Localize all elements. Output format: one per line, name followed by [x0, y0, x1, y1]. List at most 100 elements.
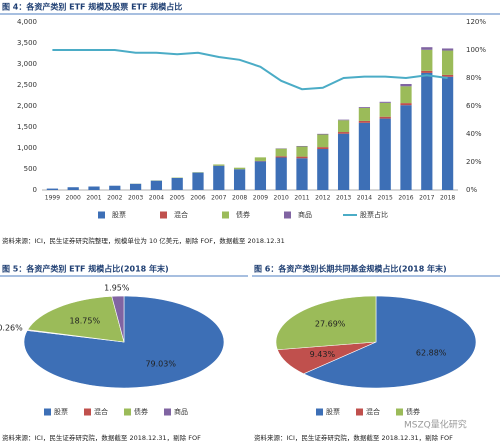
legend-label: 商品: [298, 210, 312, 219]
x-tick-label: 2012: [315, 195, 330, 202]
figure-title: 图 6：各资产类别长期共同基金规模占比(2018 年末): [254, 264, 447, 274]
source-note: 资料来源：ICI，民生证券研究院整理，规模单位为 10 亿美元，剔除 FOF，数…: [2, 236, 285, 245]
x-tick-label: 2000: [66, 195, 81, 202]
legend-label: 股票: [326, 408, 340, 416]
legend-label: 债券: [236, 210, 250, 219]
data-label: 62.88%: [416, 348, 447, 357]
x-tick-label: 2008: [232, 195, 247, 202]
y2-tick-label: 100%: [466, 46, 486, 54]
bar-segment: [379, 101, 391, 103]
bar-segment: [317, 149, 329, 190]
bar-segment: [192, 172, 204, 190]
bar-segment: [400, 103, 412, 106]
data-label: 18.75%: [70, 317, 101, 326]
x-tick-label: 2009: [253, 195, 268, 202]
bar-segment: [441, 50, 454, 75]
bar-segment: [441, 76, 454, 190]
y2-tick-label: 0%: [466, 186, 477, 194]
bar-segment: [441, 74, 454, 77]
legend-swatch: [84, 408, 91, 416]
x-tick-label: 2001: [86, 195, 101, 202]
bar-segment: [213, 165, 225, 190]
bar-segment: [441, 48, 454, 51]
bar-segment: [358, 122, 371, 190]
bar-segment: [421, 70, 433, 73]
line-series: [52, 49, 448, 91]
y-tick-label: 4,000: [17, 18, 37, 26]
bar-segment: [337, 119, 350, 121]
x-tick-label: 2007: [211, 195, 226, 202]
data-label: 27.69%: [315, 320, 346, 329]
x-tick-label: 2018: [440, 195, 455, 202]
bar-segment: [317, 147, 329, 150]
y-tick-label: 0: [33, 186, 37, 194]
pie-slice: [111, 295, 125, 343]
bar-segment: [400, 83, 412, 87]
bar-segment: [296, 145, 308, 147]
bar-segment: [275, 148, 287, 157]
bar-segment: [400, 105, 412, 190]
legend-swatch: [316, 408, 323, 416]
figure-title: 图 4：各资产类别 ETF 规模及股票 ETF 规模占比: [2, 2, 182, 12]
y2-tick-label: 20%: [466, 158, 482, 166]
legend-label: 债券: [406, 407, 420, 416]
legend-swatch: [44, 408, 51, 416]
bar-segment: [337, 132, 350, 134]
pie-slice: [275, 295, 377, 351]
bar-segment: [88, 186, 100, 190]
data-label: 9.43%: [310, 350, 336, 359]
x-tick-label: 2003: [128, 195, 143, 202]
x-tick-label: 2011: [294, 195, 309, 202]
bar-segment: [254, 157, 267, 161]
data-label: 79.03%: [145, 359, 176, 368]
y-tick-label: 2,000: [17, 102, 37, 110]
y2-tick-label: 60%: [466, 102, 482, 110]
bar-segment: [109, 185, 121, 190]
source-note: 资料来源：ICI，民生证券研究院，数据截至 2018.12.31，剔除 FOF: [254, 433, 453, 442]
y-tick-label: 1,000: [17, 144, 37, 152]
legend-swatch: [124, 408, 131, 416]
bar-segment: [46, 188, 59, 190]
bar-segment: [379, 102, 391, 117]
bar-segment: [358, 107, 371, 108]
bar-segment: [358, 120, 371, 123]
x-tick-label: 2006: [190, 195, 205, 202]
legend-label: 混合: [94, 407, 108, 416]
bar-segment: [358, 107, 371, 121]
data-label: 0.26%: [0, 323, 23, 332]
bar-segment: [421, 72, 433, 190]
legend-swatch: [222, 211, 229, 219]
x-tick-label: 1999: [45, 195, 60, 202]
y2-tick-label: 40%: [466, 130, 482, 138]
bar-segment: [296, 158, 308, 190]
legend-swatch: [284, 211, 291, 219]
legend-label: 债券: [134, 407, 148, 416]
x-tick-label: 2002: [107, 195, 122, 202]
bar-segment: [67, 187, 79, 190]
source-note: 资料来源：ICI，民生证券研究院，数据截至 2018.12.31，剔除 FOF: [2, 433, 201, 442]
y-tick-label: 3,000: [17, 60, 37, 68]
pie-slice: [27, 296, 125, 343]
bar-segment: [317, 133, 329, 135]
y2-tick-label: 120%: [466, 18, 486, 26]
legend-swatch: [160, 211, 167, 219]
bar-segment: [233, 169, 246, 190]
bar-segment: [379, 116, 391, 119]
bar-segment: [337, 133, 350, 190]
x-tick-label: 2004: [149, 195, 164, 202]
y-tick-label: 3,500: [17, 39, 37, 47]
figure-title: 图 5：各资产类别 ETF 规模占比(2018 年末): [2, 264, 169, 274]
x-tick-label: 2015: [378, 195, 393, 202]
x-tick-label: 2013: [336, 195, 351, 202]
watermark: MSZQ量化研究: [404, 419, 467, 431]
bar-segment: [317, 134, 329, 148]
bar-segment: [129, 183, 142, 190]
legend-label: 股票: [112, 211, 126, 219]
bar-segment: [379, 118, 391, 190]
y2-tick-label: 80%: [466, 74, 482, 82]
bar-segment: [275, 156, 287, 158]
data-label: 1.95%: [104, 283, 130, 292]
bar-segment: [150, 180, 163, 190]
pie-slice: [302, 295, 477, 389]
